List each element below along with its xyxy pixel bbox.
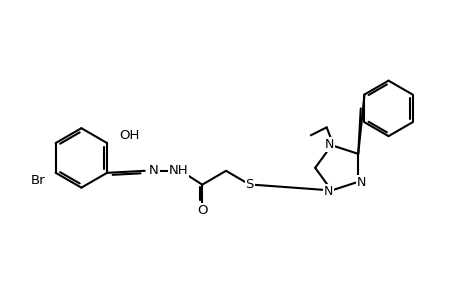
Text: OH: OH bbox=[119, 129, 139, 142]
Text: N: N bbox=[149, 164, 158, 177]
Text: Br: Br bbox=[31, 174, 45, 187]
Text: O: O bbox=[196, 204, 207, 217]
Text: N: N bbox=[356, 176, 365, 189]
Text: N: N bbox=[324, 138, 334, 151]
Text: N: N bbox=[323, 185, 333, 198]
Text: S: S bbox=[245, 178, 253, 191]
Text: NH: NH bbox=[168, 164, 188, 177]
